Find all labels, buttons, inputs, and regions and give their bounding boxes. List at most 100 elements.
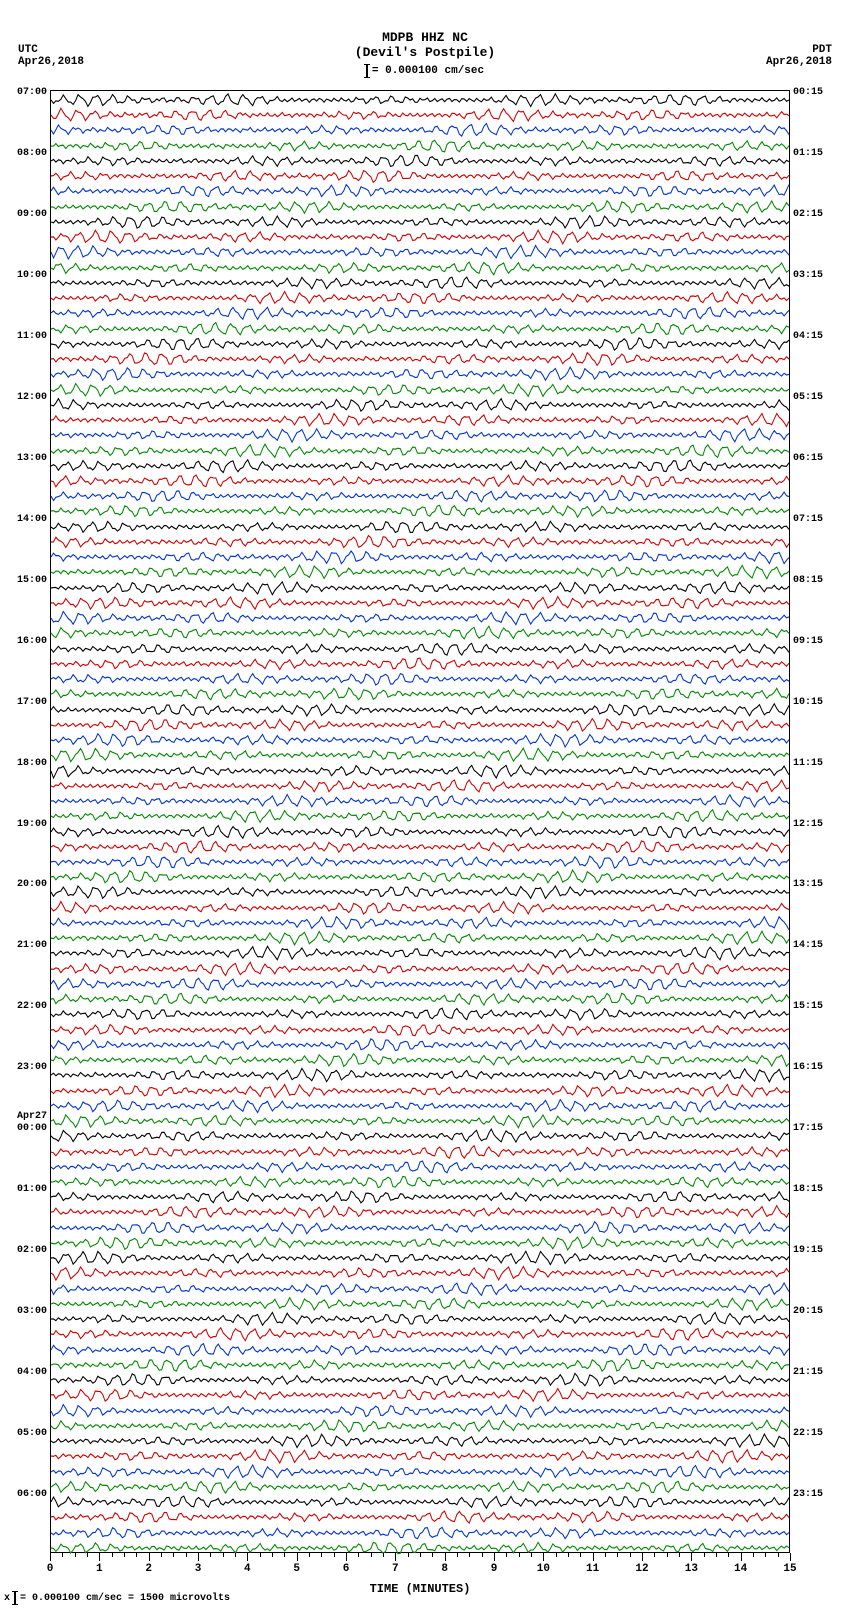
trace-row [51, 1465, 789, 1479]
trace-row [51, 794, 789, 808]
x-tick-major [445, 1553, 446, 1561]
x-tick-major [741, 1553, 742, 1561]
trace-row: 04:0021:15 [51, 1373, 789, 1387]
trace-row: 18:0011:15 [51, 764, 789, 778]
x-tick-minor [112, 1553, 113, 1557]
utc-time-label: 00:00 [17, 1123, 47, 1134]
helicorder-plot: 07:0000:1508:0001:1509:0002:1510:0003:15… [50, 90, 790, 1553]
utc-time-label: 23:00 [17, 1062, 47, 1073]
footer-prefix: x [4, 1593, 10, 1604]
utc-time-label: 20:00 [17, 879, 47, 890]
trace-row [51, 230, 789, 244]
pdt-time-label: 06:15 [793, 453, 823, 464]
trace-row: 05:0022:15 [51, 1434, 789, 1448]
x-tick-minor [654, 1553, 655, 1557]
x-tick-minor [223, 1553, 224, 1557]
trace-row [51, 261, 789, 275]
x-tick-minor [161, 1553, 162, 1557]
trace-row [51, 1282, 789, 1296]
trace-row: 22:0015:15 [51, 1007, 789, 1021]
pdt-time-label: 17:15 [793, 1123, 823, 1134]
trace-row [51, 306, 789, 320]
x-tick-minor [519, 1553, 520, 1557]
x-tick-minor [753, 1553, 754, 1557]
x-tick-minor [235, 1553, 236, 1557]
x-tick-label: 11 [586, 1563, 599, 1575]
utc-time-label: 15:00 [17, 575, 47, 586]
trace-row: 02:0019:15 [51, 1251, 789, 1265]
trace-row: 10:0003:15 [51, 276, 789, 290]
x-tick-label: 10 [537, 1563, 550, 1575]
utc-time-label: 09:00 [17, 209, 47, 220]
trace-row [51, 1145, 789, 1159]
trace-row [51, 657, 789, 671]
x-tick-minor [186, 1553, 187, 1557]
trace-row: 13:0006:15 [51, 459, 789, 473]
x-tick-minor [136, 1553, 137, 1557]
pdt-time-label: 00:15 [793, 87, 823, 98]
x-tick-minor [469, 1553, 470, 1557]
timezone-right: PDT Apr26,2018 [766, 44, 832, 68]
utc-time-label: 11:00 [17, 331, 47, 342]
x-tick-label: 6 [343, 1563, 350, 1575]
trace-row [51, 367, 789, 381]
trace-row [51, 169, 789, 183]
x-tick-label: 4 [244, 1563, 251, 1575]
pdt-time-label: 11:15 [793, 758, 823, 769]
trace-row [51, 687, 789, 701]
x-tick-major [543, 1553, 544, 1561]
x-tick-minor [667, 1553, 668, 1557]
trace-row [51, 596, 789, 610]
utc-time-label: 05:00 [17, 1428, 47, 1439]
utc-time-label: 02:00 [17, 1245, 47, 1256]
pdt-time-label: 15:15 [793, 1001, 823, 1012]
x-tick-minor [605, 1553, 606, 1557]
trace-row: 06:0023:15 [51, 1495, 789, 1509]
pdt-time-label: 22:15 [793, 1428, 823, 1439]
x-tick-minor [309, 1553, 310, 1557]
pdt-time-label: 12:15 [793, 819, 823, 830]
x-tick-minor [482, 1553, 483, 1557]
pdt-time-label: 08:15 [793, 575, 823, 586]
x-tick-minor [568, 1553, 569, 1557]
x-tick-minor [334, 1553, 335, 1557]
x-axis-title: TIME (MINUTES) [370, 1582, 471, 1596]
x-tick-minor [260, 1553, 261, 1557]
trace-row [51, 977, 789, 991]
x-tick-minor [556, 1553, 557, 1557]
trace-row [51, 123, 789, 137]
pdt-time-label: 09:15 [793, 636, 823, 647]
date-marker: Apr27 [17, 1111, 47, 1122]
pdt-time-label: 23:15 [793, 1489, 823, 1500]
trace-row [51, 108, 789, 122]
x-tick-minor [765, 1553, 766, 1557]
utc-time-label: 19:00 [17, 819, 47, 830]
x-tick-major [494, 1553, 495, 1561]
trace-row [51, 1526, 789, 1540]
trace-row [51, 413, 789, 427]
trace-row [51, 184, 789, 198]
trace-row [51, 550, 789, 564]
trace-row [51, 444, 789, 458]
trace-row [51, 1297, 789, 1311]
x-tick-label: 0 [47, 1563, 54, 1575]
trace-row [51, 809, 789, 823]
x-tick-minor [321, 1553, 322, 1557]
x-tick-label: 2 [145, 1563, 152, 1575]
trace-row [51, 611, 789, 625]
trace-row [51, 1053, 789, 1067]
utc-time-label: 06:00 [17, 1489, 47, 1500]
x-tick-minor [420, 1553, 421, 1557]
trace-row [51, 428, 789, 442]
trace-row [51, 1175, 789, 1189]
x-tick-minor [679, 1553, 680, 1557]
utc-time-label: 01:00 [17, 1184, 47, 1195]
x-tick-label: 8 [441, 1563, 448, 1575]
utc-time-label: 17:00 [17, 697, 47, 708]
trace-row: 15:0008:15 [51, 581, 789, 595]
x-tick-minor [778, 1553, 779, 1557]
trace-row [51, 962, 789, 976]
x-tick-major [50, 1553, 51, 1561]
trace-row [51, 916, 789, 930]
x-tick-label: 1 [96, 1563, 103, 1575]
